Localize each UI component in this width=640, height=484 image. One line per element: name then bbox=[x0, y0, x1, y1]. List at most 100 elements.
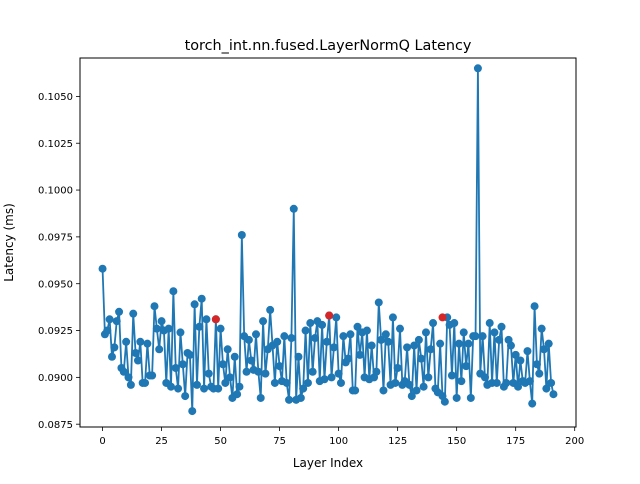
data-point bbox=[235, 382, 244, 391]
data-point bbox=[327, 373, 336, 382]
data-point bbox=[247, 356, 256, 365]
data-point bbox=[388, 313, 397, 322]
data-point bbox=[332, 313, 341, 322]
data-point bbox=[148, 371, 157, 380]
data-point bbox=[471, 332, 480, 341]
data-point bbox=[473, 64, 482, 73]
data-point bbox=[129, 309, 138, 318]
y-tick-label: 0.1000 bbox=[38, 186, 73, 197]
data-point bbox=[329, 343, 338, 352]
data-point bbox=[244, 335, 253, 344]
data-point bbox=[346, 330, 355, 339]
data-point bbox=[407, 392, 416, 401]
y-tick-label: 0.0875 bbox=[38, 420, 73, 431]
data-point bbox=[379, 386, 388, 395]
data-point bbox=[457, 377, 466, 386]
data-point bbox=[490, 328, 499, 337]
data-point bbox=[424, 373, 433, 382]
data-point bbox=[308, 367, 317, 376]
data-point bbox=[334, 369, 343, 378]
data-point bbox=[143, 339, 152, 348]
data-point bbox=[367, 341, 376, 350]
highlight-point bbox=[211, 315, 220, 324]
data-point bbox=[528, 399, 537, 408]
data-point bbox=[497, 322, 506, 331]
data-point bbox=[377, 335, 386, 344]
data-point bbox=[141, 378, 150, 387]
data-point bbox=[362, 326, 371, 335]
data-point bbox=[525, 377, 534, 386]
x-tick-label: 0 bbox=[99, 436, 105, 447]
data-point bbox=[372, 367, 381, 376]
y-tick-label: 0.1025 bbox=[38, 139, 73, 150]
data-point bbox=[181, 392, 190, 401]
data-point bbox=[353, 322, 362, 331]
data-point bbox=[282, 378, 291, 387]
data-point bbox=[202, 315, 211, 324]
data-point bbox=[301, 326, 310, 335]
data-point bbox=[185, 350, 194, 359]
data-point bbox=[256, 393, 265, 402]
data-point bbox=[299, 384, 308, 393]
data-point bbox=[190, 300, 199, 309]
data-point bbox=[233, 390, 242, 399]
data-point bbox=[306, 319, 315, 328]
x-tick-label: 75 bbox=[273, 436, 286, 447]
data-point bbox=[103, 326, 112, 335]
y-axis-label: Latency (ms) bbox=[2, 203, 16, 282]
data-point bbox=[112, 317, 121, 326]
data-point bbox=[492, 378, 501, 387]
data-point bbox=[115, 307, 124, 316]
data-point bbox=[155, 345, 164, 354]
data-point bbox=[544, 339, 553, 348]
data-point bbox=[275, 362, 284, 371]
y-tick-label: 0.0900 bbox=[38, 373, 73, 384]
x-axis: 0 25 50 75 100 125 150 175 200 bbox=[99, 427, 584, 447]
data-point bbox=[164, 324, 173, 333]
data-point bbox=[384, 337, 393, 346]
data-point bbox=[396, 324, 404, 333]
data-point bbox=[124, 373, 133, 382]
data-point bbox=[405, 380, 414, 389]
data-point bbox=[502, 378, 511, 387]
data-point bbox=[436, 339, 445, 348]
series-points bbox=[98, 64, 558, 416]
data-point bbox=[530, 302, 539, 311]
data-point bbox=[391, 378, 400, 387]
data-point bbox=[440, 397, 449, 406]
data-point bbox=[403, 343, 412, 352]
data-point bbox=[429, 319, 438, 328]
data-point bbox=[214, 384, 223, 393]
data-point bbox=[303, 378, 312, 387]
data-point bbox=[223, 345, 232, 354]
data-point bbox=[455, 339, 464, 348]
data-point bbox=[466, 393, 475, 402]
data-point bbox=[355, 350, 364, 359]
data-point bbox=[506, 341, 515, 350]
data-point bbox=[195, 322, 204, 331]
data-point bbox=[393, 364, 402, 372]
x-tick-label: 125 bbox=[388, 436, 407, 447]
data-point bbox=[320, 375, 329, 384]
data-point bbox=[178, 360, 187, 369]
data-point bbox=[452, 393, 461, 402]
data-point bbox=[266, 305, 275, 314]
data-point bbox=[322, 337, 331, 346]
data-point bbox=[414, 335, 423, 344]
data-point bbox=[150, 302, 159, 311]
data-point bbox=[252, 330, 260, 339]
data-point bbox=[270, 378, 279, 387]
data-point bbox=[485, 319, 494, 328]
data-point bbox=[152, 324, 161, 333]
data-point bbox=[410, 341, 419, 350]
data-point bbox=[261, 369, 270, 378]
data-point bbox=[157, 317, 166, 326]
data-point bbox=[417, 354, 426, 363]
data-point bbox=[532, 360, 541, 369]
data-point bbox=[464, 339, 473, 348]
data-point bbox=[188, 407, 197, 416]
data-point bbox=[287, 334, 296, 343]
data-point bbox=[197, 294, 206, 303]
data-point bbox=[204, 369, 213, 378]
